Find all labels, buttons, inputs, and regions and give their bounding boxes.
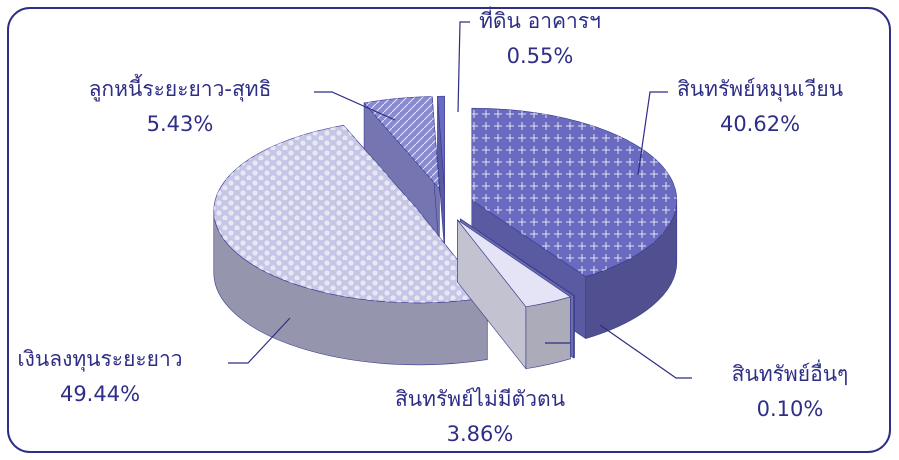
leader-line (599, 324, 692, 379)
slice-side (525, 296, 571, 370)
value-label: 3.86% (447, 422, 514, 446)
slice-label: เงินลงทุนระยะยาว (17, 347, 182, 372)
value-label: 40.62% (720, 112, 800, 136)
slice-label: สินทรัพย์หมุนเวียน (677, 77, 843, 102)
leader-line (637, 91, 668, 176)
frame (7, 7, 891, 453)
slice-pattern (213, 125, 488, 303)
leader-line (314, 91, 396, 121)
slice-label: สินทรัพย์ไม่มีตัวตน (395, 387, 565, 411)
leader-line (228, 317, 291, 364)
slice-pattern (471, 108, 677, 277)
slice-label: ลูกหนี้ระยะยาว-สุทธิ (89, 74, 272, 102)
slice-pattern (364, 96, 440, 189)
slice (437, 95, 445, 189)
leader-line (457, 21, 470, 113)
value-label: 49.44% (60, 382, 140, 406)
slice-label: ที่ดิน อาคารฯ (479, 6, 601, 33)
slice-side (573, 295, 575, 359)
value-label: 5.43% (147, 112, 214, 136)
value-label: 0.55% (507, 44, 574, 68)
slice-label: สินทรัพย์อื่นๆ (732, 359, 849, 386)
slice (457, 219, 572, 308)
value-label: 0.10% (757, 397, 824, 421)
slice (460, 218, 576, 297)
